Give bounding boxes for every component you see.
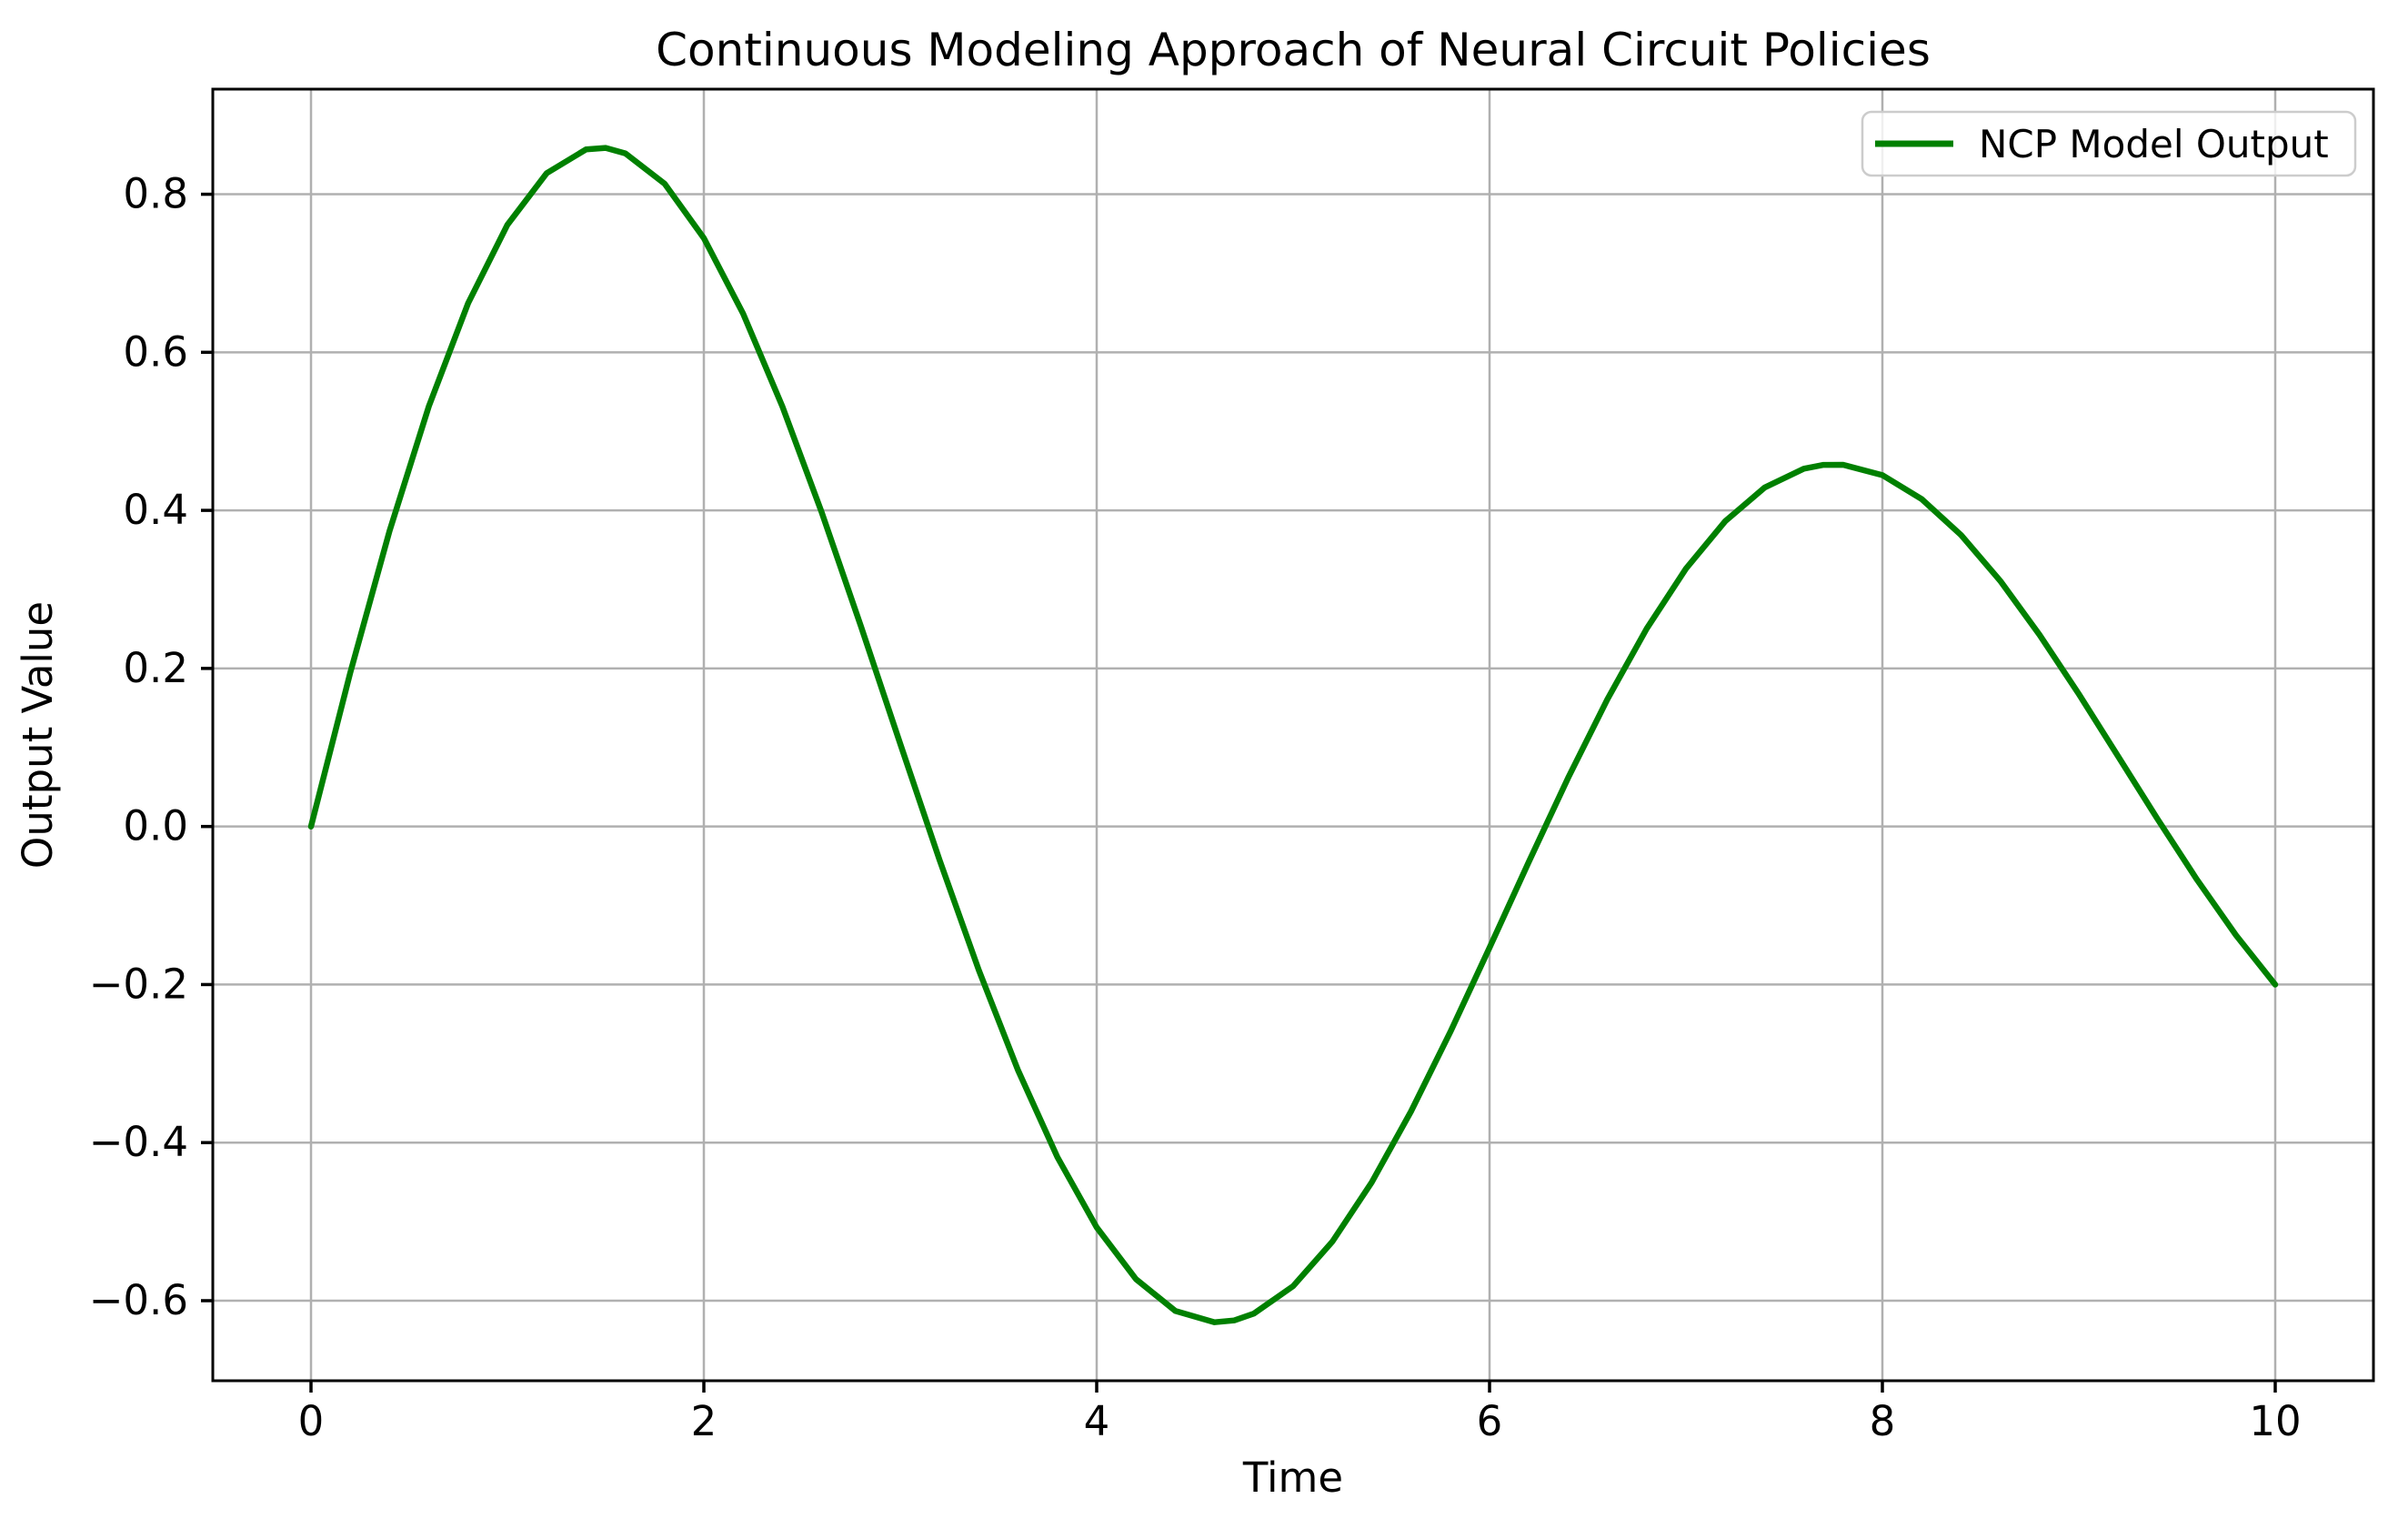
y-tick-labels: −0.6 −0.4 −0.2 0.0 0.2 0.4 0.6 0.8 [89,170,188,1324]
y-tick-label--0.4: −0.4 [89,1118,188,1166]
x-tick-label-2: 2 [691,1397,717,1445]
y-tick-label--0.6: −0.6 [89,1276,188,1324]
y-tick-label-0.4: 0.4 [123,486,188,534]
x-axis-label: Time [1242,1454,1343,1502]
y-tick-label--0.2: −0.2 [89,960,188,1008]
x-gridlines [309,89,2277,1381]
y-tick-marks [201,192,213,1303]
legend-label: NCP Model Output [1979,122,2329,166]
legend: NCP Model Output [1861,110,2357,177]
x-tick-label-0: 0 [298,1397,325,1445]
chart-title: Continuous Modeling Approach of Neural C… [656,24,1931,76]
y-gridlines [213,193,2373,1303]
y-tick-label-0: 0.0 [123,802,188,850]
y-tick-label-0.2: 0.2 [123,644,188,692]
x-tick-label-10: 10 [2249,1397,2301,1445]
y-tick-label-0.6: 0.6 [123,327,188,376]
ncp-model-output-line [307,145,2279,1325]
x-tick-label-6: 6 [1477,1397,1503,1445]
y-tick-label-0.8: 0.8 [123,170,188,218]
x-tick-marks [309,1381,2277,1393]
x-tick-label-4: 4 [1084,1397,1110,1445]
x-tick-label-8: 8 [1870,1397,1896,1445]
y-axis-label: Output Value [14,601,62,869]
x-tick-labels: 0 2 4 6 8 10 [298,1397,2302,1445]
axes-spines [211,87,2375,1383]
legend-box [1861,110,2357,177]
